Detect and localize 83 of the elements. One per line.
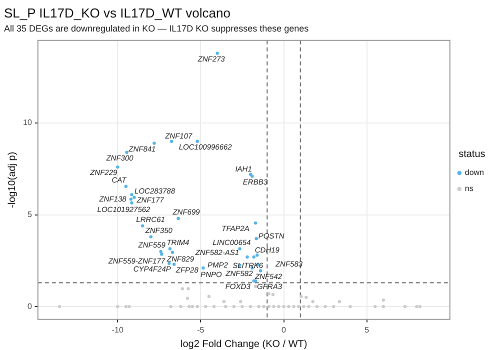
point: [238, 300, 242, 304]
point: [300, 294, 303, 298]
point: [246, 255, 249, 259]
point: [159, 250, 162, 254]
point: [204, 304, 208, 308]
point: [169, 304, 172, 308]
point: [311, 300, 314, 304]
point: [129, 198, 133, 201]
point: [176, 216, 180, 220]
point: [254, 221, 258, 225]
legend-label: down: [464, 168, 484, 178]
point: [271, 293, 275, 296]
x-tick-label: 5: [364, 325, 370, 334]
y-tick-label: 10: [22, 118, 32, 128]
point: [160, 252, 164, 256]
point: [418, 304, 422, 308]
legend-title: status: [458, 148, 486, 160]
point: [267, 304, 270, 308]
point: [304, 296, 308, 299]
point: [116, 165, 120, 169]
point: [202, 266, 205, 270]
point: [324, 304, 327, 308]
point: [224, 304, 228, 308]
point: [216, 52, 219, 55]
point: [149, 235, 152, 238]
point: [58, 304, 62, 308]
point: [238, 247, 242, 250]
point: [297, 304, 300, 308]
point: [186, 296, 190, 300]
point: [130, 192, 134, 196]
point: [186, 287, 190, 290]
point: [258, 269, 262, 272]
point: [179, 304, 182, 308]
point: [125, 150, 128, 154]
x-tick-label: -5: [197, 325, 205, 334]
y-tick-label: 0: [27, 302, 32, 311]
point: [382, 298, 386, 302]
chart-subtitle: All 35 DEGs are downregulated in KO — IL17D KO suppresses these genes: [4, 23, 310, 34]
point: [124, 184, 128, 188]
x-tick-label: 0: [282, 325, 287, 334]
point: [254, 237, 258, 240]
point: [190, 304, 194, 308]
point: [212, 304, 216, 308]
chart-title: SL_P IL17D_KO vs IL17D_WT volcano: [4, 5, 230, 20]
point: [302, 304, 306, 308]
point: [116, 304, 120, 308]
point: [152, 142, 156, 145]
point: [128, 304, 131, 308]
point: [180, 287, 184, 290]
point: [232, 304, 236, 308]
point: [130, 201, 134, 204]
point: [257, 304, 260, 308]
point: [267, 292, 270, 296]
point: [170, 250, 174, 254]
point: [403, 304, 407, 308]
point: [338, 300, 342, 304]
point: [332, 304, 336, 308]
x-axis-title: log2 Fold Change (KO / WT): [180, 338, 308, 350]
x-tick-label: -10: [112, 325, 124, 334]
point: [256, 254, 259, 257]
y-axis-title: -log10(adj p): [6, 152, 18, 208]
point: [248, 304, 252, 308]
point: [124, 304, 128, 308]
point: [315, 304, 319, 308]
point: [374, 304, 377, 308]
point: [348, 304, 352, 308]
point: [222, 300, 226, 304]
point: [172, 262, 176, 266]
point: [382, 304, 386, 308]
point: [307, 304, 310, 308]
point: [240, 304, 244, 308]
point: [140, 224, 144, 228]
point: [132, 196, 136, 199]
point: [170, 140, 174, 143]
point: [415, 304, 418, 308]
point: [262, 304, 266, 308]
point: [168, 247, 172, 250]
y-tick-label: 5: [27, 210, 32, 219]
point: [196, 140, 199, 143]
point: [252, 255, 256, 259]
point: [207, 294, 211, 298]
point: [187, 304, 191, 308]
legend-label: ns: [464, 184, 474, 194]
